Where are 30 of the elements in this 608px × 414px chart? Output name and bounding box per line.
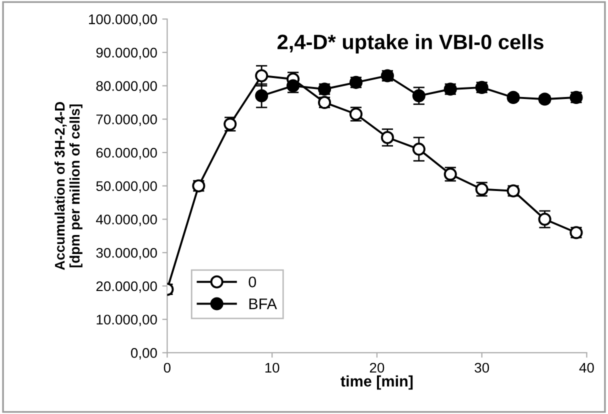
- text: 2,4-D* uptake in VBI-0 cells: [278, 34, 544, 54]
- y-tick-label: 40.000,00: [96, 214, 157, 226]
- y-tick-label: 100.000,00: [89, 14, 157, 26]
- y-tick-label: 60.000,00: [96, 148, 157, 160]
- point: [255, 89, 268, 102]
- y-tick-label: 20.000,00: [96, 281, 157, 293]
- y-tick-label: 90.000,00: [96, 48, 157, 60]
- y-tick-label: 10.000,00: [96, 314, 157, 326]
- y-tick-label: 30.000,00: [96, 248, 157, 260]
- y-tick-label: 50.000,00: [96, 181, 157, 193]
- x-tick-label: 20: [370, 362, 384, 373]
- point: [412, 89, 426, 102]
- point: [538, 92, 552, 106]
- point: [412, 142, 426, 156]
- y-tick-label: 0,00: [130, 348, 157, 360]
- point: [255, 69, 268, 82]
- point: [506, 90, 520, 104]
- x-tick-label: 0: [164, 362, 171, 373]
- legend-label: 0: [248, 276, 256, 288]
- x-tick-label: 10: [265, 362, 280, 373]
- y-tick-label: 70.000,00: [96, 114, 157, 126]
- x-axis-title: time [min]: [340, 375, 413, 390]
- point: [286, 79, 300, 92]
- point: [380, 130, 394, 144]
- point: [538, 212, 552, 226]
- y-axis-title: Accumulation of 3H-2,4-D [dpm per million of cells]: [54, 102, 82, 270]
- x-tick-label: 30: [474, 362, 490, 373]
- y-tick-label: 80.000,00: [96, 81, 157, 93]
- x-tick-label: 40: [579, 362, 594, 373]
- legend-label: BFA: [249, 298, 277, 310]
